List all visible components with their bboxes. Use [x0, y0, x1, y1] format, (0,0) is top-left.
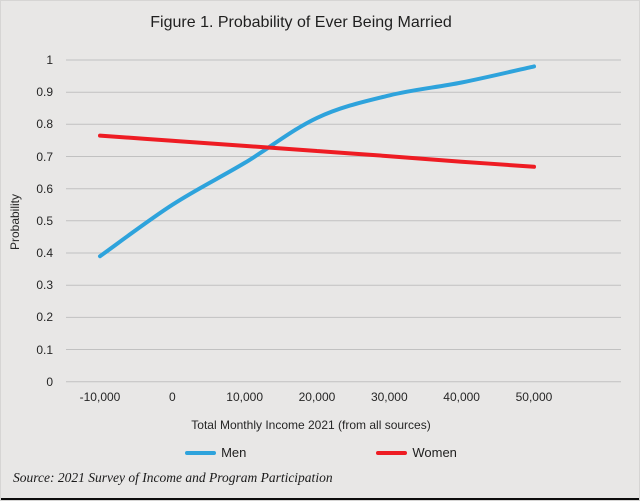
y-tick-label: 0.4: [36, 246, 53, 261]
y-axis-title: Probability: [8, 193, 22, 251]
bottom-border-rule: [1, 498, 639, 500]
y-tick-label: 1: [46, 53, 53, 67]
y-tick-label: 0.1: [36, 342, 53, 357]
x-tick-label: 10,000: [226, 390, 263, 404]
y-tick-label: 0: [46, 374, 53, 389]
y-tick-label: 0.6: [36, 181, 53, 196]
series-line-women: [98, 133, 536, 169]
y-tick-label: 0.5: [36, 213, 53, 228]
legend-label-women: Women: [412, 445, 457, 460]
chart-title: Figure 1. Probability of Ever Being Marr…: [150, 14, 452, 31]
x-axis-title: Total Monthly Income 2021 (from all sour…: [191, 418, 431, 432]
legend: Men Women: [1, 445, 639, 460]
x-tick-label: 30,000: [370, 390, 408, 404]
series-line-men: [98, 64, 536, 259]
x-tick-label: 20,000: [298, 390, 336, 404]
x-tick-label: -10,000: [79, 390, 121, 404]
y-tick-label: 0.9: [36, 85, 53, 100]
y-tick-label: 0.2: [36, 310, 53, 325]
x-tick-label: 50,000: [515, 390, 553, 404]
legend-item-men: Men: [185, 445, 246, 460]
legend-label-men: Men: [221, 445, 247, 460]
y-tick-label: 0.7: [36, 149, 53, 164]
women-line-swatch: [376, 450, 408, 455]
x-tick-label: 40,000: [443, 390, 480, 404]
y-tick-label: 0.8: [36, 117, 53, 132]
source-note: Source: 2021 Survey of Income and Progra…: [13, 470, 333, 485]
men-line-swatch: [185, 450, 217, 455]
legend-item-women: Women: [376, 445, 457, 460]
y-tick-label: 0.3: [36, 278, 53, 293]
x-tick-label: 0: [168, 390, 176, 404]
